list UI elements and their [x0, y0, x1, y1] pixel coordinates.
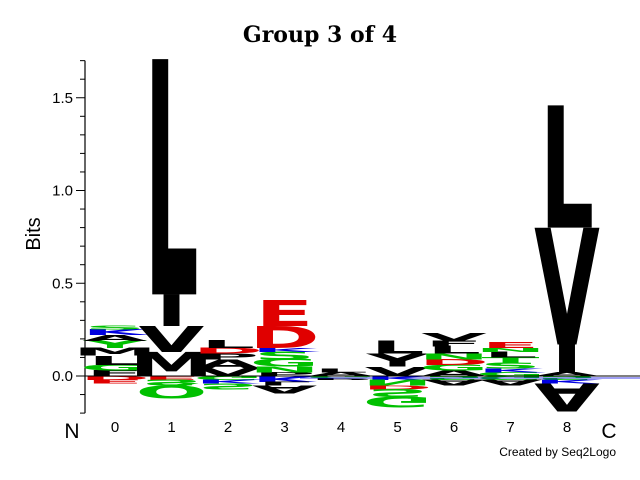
logo-letter-g: G — [80, 363, 150, 372]
x-position-label: 7 — [506, 419, 514, 436]
chart-title: Group 3 of 4 — [243, 22, 397, 48]
logo-letter-e: E — [86, 378, 144, 384]
logo-letter-v: V — [139, 320, 206, 361]
logo-letter-l: L — [257, 380, 311, 386]
logo-letter-g: G — [193, 375, 263, 381]
y-tick-label: 1.0 — [52, 183, 73, 200]
y-axis-label: Bits — [23, 217, 45, 250]
logo-letter-d: D — [362, 384, 432, 390]
logo-letter-f: F — [425, 339, 483, 348]
logo-letter-l: L — [427, 344, 481, 356]
logo-letter-s: S — [254, 350, 315, 362]
logo-letter-a: A — [421, 369, 487, 378]
logo-letter-k: K — [82, 328, 151, 337]
x-position-label: 8 — [563, 419, 571, 436]
y-tick-label: 0.5 — [52, 275, 73, 292]
logo-letter-a: A — [308, 371, 374, 377]
logo-letter-a: A — [478, 378, 544, 387]
logo-letter-d: D — [80, 375, 150, 381]
logo-letter-g: G — [363, 393, 433, 411]
x-position-label: 6 — [450, 419, 458, 436]
logo-letter-m: M — [73, 346, 157, 358]
logo-letter-v: V — [365, 364, 431, 379]
logo-letter-d: D — [419, 358, 489, 367]
logo-letter-s: S — [197, 382, 258, 391]
logo-letter-g: G — [476, 371, 546, 377]
logo-letter-a: A — [82, 334, 148, 343]
logo-letter-k: K — [195, 378, 264, 384]
logo-letter-s: S — [84, 325, 145, 331]
logo-letter-q: Q — [135, 381, 207, 402]
logo-letter-k: K — [478, 368, 547, 374]
y-tick-label: 1.5 — [52, 90, 73, 107]
logo-letter-p: P — [310, 377, 372, 380]
x-position-label: 3 — [280, 419, 288, 436]
logo-letter-l: L — [88, 353, 142, 368]
logo-letter-p: P — [197, 352, 259, 361]
y-axis: 0.0 0.5 1.0 1.5 — [52, 60, 86, 414]
logo-letter-a: A — [534, 371, 600, 377]
logo-letter-i: I — [551, 337, 583, 382]
logo-letter-e: E — [143, 375, 201, 381]
y-tick-label: 0.0 — [52, 368, 73, 385]
logo-letter-l: L — [483, 350, 537, 359]
logo-letter-a: A — [252, 383, 318, 395]
logo-letter-v: V — [534, 197, 600, 383]
logo-letter-d: D — [193, 347, 263, 356]
logo-letter-a: A — [195, 357, 261, 372]
logo-letter-n: N — [419, 352, 490, 361]
x-position-label: 5 — [393, 419, 401, 436]
logo-letter-l: L — [540, 74, 594, 268]
n-terminus-label: N — [64, 420, 79, 443]
logo-letter-f: F — [86, 369, 144, 378]
logo-letter-n: N — [362, 378, 433, 387]
logo-letter-k: K — [252, 374, 321, 383]
logo-columns: FGLMYAKSDEMVILESQVAPDLGKSPNGSKDEKLAALGPV… — [73, 0, 604, 419]
logo-letter-a: A — [421, 378, 487, 387]
logo-letter-y: Y — [83, 339, 148, 351]
logo-letter-l: L — [144, 0, 198, 371]
logo-letter-l: L — [201, 339, 255, 351]
logo-letter-k: K — [534, 378, 603, 384]
logo-letter-e: E — [256, 294, 314, 335]
x-position-label: 0 — [111, 419, 119, 436]
logo-letter-g: G — [306, 375, 376, 378]
logo-letter-v: V — [195, 367, 261, 379]
c-terminus-label: C — [601, 420, 616, 443]
logo-letter-n: N — [475, 347, 546, 353]
logo-letter-m: M — [129, 346, 213, 384]
credit-text: Created by Seq2Logo — [499, 445, 616, 459]
logo-letter-l: L — [370, 337, 424, 358]
logo-letter-a: A — [534, 374, 600, 419]
x-position-label: 1 — [167, 419, 175, 436]
logo-letter-p: P — [253, 371, 315, 377]
x-position-label: 2 — [224, 419, 232, 436]
logo-letter-y: Y — [365, 350, 429, 371]
logo-letter-l: L — [314, 368, 368, 374]
logo-letter-g: G — [250, 357, 320, 369]
logo-letter-s: S — [141, 378, 202, 387]
x-axis-labels: 0 1 2 3 4 5 6 7 8 — [111, 419, 571, 436]
logo-letter-g: G — [419, 363, 489, 372]
x-position-label: 4 — [337, 419, 345, 436]
logo-letter-k: K — [252, 347, 321, 353]
logo-letter-n: N — [249, 365, 320, 374]
logo-letter-s: S — [480, 362, 541, 371]
logo-letter-i: I — [156, 286, 188, 336]
logo-letter-v: V — [421, 332, 487, 344]
logo-letter-d: D — [249, 320, 319, 355]
logo-letter-s: S — [367, 386, 428, 398]
logo-letter-t: T — [482, 356, 540, 365]
logo-letter-e: E — [482, 341, 540, 350]
